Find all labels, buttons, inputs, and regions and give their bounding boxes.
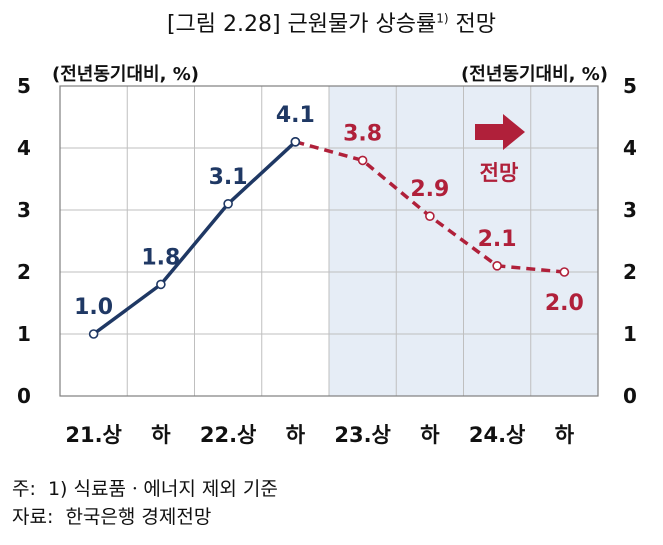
y-tick-label-left: 2 [17, 260, 31, 284]
data-point [425, 211, 435, 221]
data-point [88, 329, 99, 339]
data-point [492, 260, 502, 271]
y-tick-label-right: 5 [623, 74, 637, 98]
chart-title-text: [그림 2.28] 근원물가 상승률 [166, 12, 437, 37]
y-tick-label-right: 3 [623, 198, 637, 222]
data-label: 2.9 [410, 177, 449, 202]
data-label: 2.0 [545, 291, 584, 316]
x-tick-label: 23.상 [334, 423, 391, 447]
y-tick-label-left: 0 [17, 384, 31, 408]
y-tick-label-right: 4 [623, 136, 637, 160]
data-label: 1.0 [74, 295, 113, 320]
x-tick-label: 하 [286, 423, 306, 447]
x-tick-label: 21.상 [65, 423, 122, 447]
data-point [559, 267, 570, 277]
y-tick-label-right: 0 [623, 384, 637, 408]
data-label: 1.8 [141, 245, 180, 270]
x-tick-label: 24.상 [469, 423, 526, 447]
y-axis-label-left: (전년동기대비, %) [52, 64, 199, 85]
footnote-source: 자료: 한국은행 경제전망 [12, 506, 212, 528]
data-point [290, 137, 301, 147]
data-label: 2.1 [478, 227, 517, 252]
data-label: 4.1 [276, 103, 315, 128]
footnote-note: 주: 1) 식료품ㆍ에너지 제외 기준 [12, 478, 278, 500]
x-tick-label: 하 [420, 423, 440, 447]
x-tick-label: 하 [151, 423, 171, 447]
plot-frame [59, 85, 599, 397]
data-point [357, 155, 368, 166]
forecast-label: 전망 [480, 161, 519, 185]
x-tick-label: 하 [555, 423, 575, 447]
x-tick-label: 22.상 [200, 423, 257, 447]
y-tick-label-left: 4 [17, 136, 31, 160]
data-label: 3.8 [343, 121, 382, 146]
data-label: 3.1 [209, 165, 248, 190]
y-tick-label-right: 1 [623, 322, 637, 346]
line-chart: 0 0 1 1 2 2 3 3 4 4 5 5 21.상 하 22.상 하 23.상 하 24.상 하 (전년동기대비,… [17, 64, 637, 447]
chart-title-suffix: 전망 [448, 12, 497, 37]
data-point [156, 279, 166, 290]
y-tick-label-right: 2 [623, 260, 637, 284]
data-point [223, 199, 233, 209]
y-tick-label-left: 1 [17, 322, 31, 346]
actual-series-line [92, 140, 297, 336]
y-axis-label-right: (전년동기대비, %) [461, 64, 608, 85]
right-arrow-icon [475, 114, 525, 150]
chart-title: [그림 2.28] 근원물가 상승률1) 전망 [0, 6, 663, 38]
chart-title-footnote-marker: 1) [436, 11, 449, 26]
y-tick-label-left: 3 [17, 198, 31, 222]
y-tick-label-left: 5 [17, 74, 31, 98]
